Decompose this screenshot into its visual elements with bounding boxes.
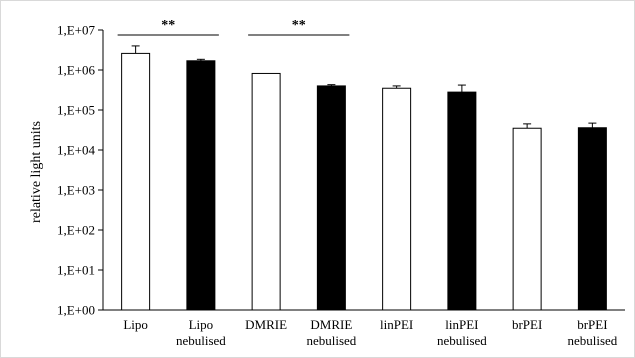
y-tick-label: 1,E+07 — [57, 23, 96, 38]
y-tick-label: 1,E+04 — [57, 143, 96, 158]
y-tick-label: 1,E+03 — [57, 183, 95, 198]
y-axis-ticks: 1,E+00 1,E+01 1,E+02 1,E+03 1,E+04 1,E+05 1,E+… — [57, 23, 103, 318]
bar — [447, 91, 477, 311]
y-tick-label: 1,E+05 — [57, 103, 95, 118]
category-label: DMRIE — [245, 317, 287, 332]
significance-label: ** — [161, 18, 175, 33]
error-bars — [131, 45, 597, 129]
category-label: linPEI — [445, 317, 478, 332]
category-label: nebulised — [567, 333, 617, 348]
category-label: nebulised — [176, 333, 226, 348]
bar — [316, 85, 346, 311]
bar — [186, 60, 216, 311]
category-label: linPEI — [380, 317, 413, 332]
bar — [251, 72, 281, 311]
category-label: Lipo — [123, 317, 148, 332]
bar — [512, 127, 542, 311]
y-tick-label: 1,E+01 — [57, 263, 95, 278]
significance-label: ** — [292, 18, 306, 33]
bars — [121, 52, 607, 311]
significance-annotations: ** ** — [117, 18, 350, 36]
category-label: nebulised — [437, 333, 487, 348]
category-label: DMRIE — [310, 317, 352, 332]
category-label: Lipo — [189, 317, 214, 332]
y-tick-label: 1,E+02 — [57, 223, 95, 238]
category-label: brPEI — [512, 317, 542, 332]
category-label: nebulised — [306, 333, 356, 348]
y-axis-title: relative light units — [29, 121, 44, 223]
bar — [577, 127, 607, 311]
bar — [382, 87, 412, 311]
category-label: brPEI — [577, 317, 607, 332]
bar — [121, 52, 151, 311]
y-tick-label: 1,E+00 — [57, 303, 95, 318]
y-tick-label: 1,E+06 — [57, 63, 96, 78]
